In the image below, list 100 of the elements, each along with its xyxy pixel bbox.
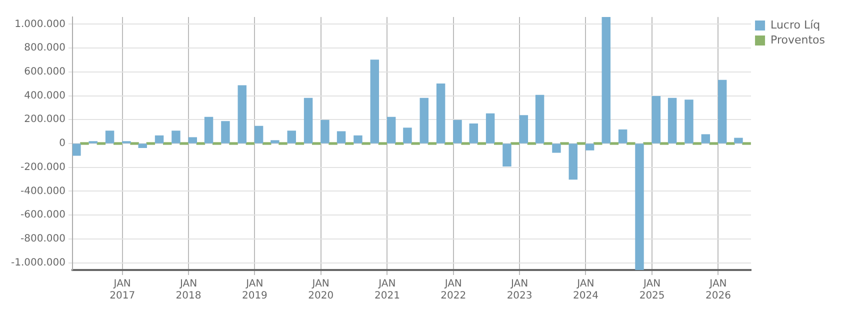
y-tick-label: -1.000.000 — [10, 257, 66, 268]
x-tick-label: JAN 2019 — [242, 278, 268, 302]
y-tick-label: 600.000 — [24, 66, 66, 78]
bar — [411, 142, 420, 145]
bar — [212, 142, 222, 145]
x-tick-label: JAN 2018 — [176, 278, 202, 302]
bar — [428, 142, 437, 145]
bar — [138, 144, 147, 148]
y-tick-label: 1.000.000 — [14, 18, 66, 30]
bar — [246, 142, 255, 145]
bar — [229, 142, 238, 145]
bar — [543, 142, 552, 145]
bar — [403, 128, 412, 144]
bar — [328, 142, 338, 145]
bar — [188, 137, 198, 144]
bar — [370, 60, 380, 144]
bar — [635, 144, 644, 270]
bar — [378, 142, 388, 145]
bar — [96, 142, 106, 145]
bar — [72, 144, 81, 156]
bar — [336, 131, 346, 144]
bar — [270, 140, 280, 144]
bar — [238, 85, 246, 144]
bar — [594, 142, 602, 145]
x-tick-label: JAN 2020 — [308, 278, 334, 302]
bar — [386, 116, 396, 144]
bar — [626, 142, 636, 145]
bar — [502, 144, 512, 167]
legend-label: Proventos — [770, 33, 826, 46]
bar — [436, 84, 446, 144]
bar — [701, 134, 710, 144]
bar — [486, 113, 495, 144]
bar — [172, 130, 180, 144]
bar — [535, 94, 544, 144]
bar — [652, 96, 661, 144]
y-tick-label: 800.000 — [24, 42, 66, 54]
bar — [114, 142, 122, 145]
bar — [287, 130, 296, 144]
bar — [494, 142, 503, 145]
bar — [444, 142, 454, 145]
bar — [568, 144, 578, 180]
bar — [204, 116, 214, 144]
bar — [585, 144, 594, 150]
bar — [734, 138, 743, 144]
bar — [684, 100, 694, 144]
bar — [295, 142, 304, 145]
bar — [726, 142, 735, 145]
bar — [304, 98, 313, 144]
bar — [469, 123, 478, 144]
bar — [676, 142, 685, 145]
bar — [254, 126, 264, 144]
bar — [221, 121, 230, 144]
x-tick-label: JAN 2026 — [705, 278, 731, 302]
bar — [162, 142, 172, 145]
bar — [420, 98, 428, 144]
bar — [660, 142, 669, 145]
bar — [312, 142, 321, 145]
bar — [576, 142, 586, 145]
bar — [718, 80, 727, 144]
bar — [262, 142, 272, 145]
bar — [552, 144, 561, 153]
bar — [80, 142, 89, 145]
x-tick-label: JAN 2021 — [374, 278, 400, 302]
bar — [354, 135, 362, 144]
bar — [344, 142, 354, 145]
bar — [477, 142, 486, 145]
x-tick-label: JAN 2025 — [639, 278, 665, 302]
bar — [519, 115, 528, 144]
x-tick-label: JAN 2024 — [572, 278, 598, 302]
y-tick-label: -600.000 — [20, 210, 66, 221]
y-tick-label: 200.000 — [24, 114, 66, 126]
bar — [618, 129, 628, 144]
y-tick-label: 400.000 — [24, 90, 66, 102]
bar — [709, 142, 718, 145]
bar — [742, 142, 751, 145]
bar — [362, 142, 370, 145]
y-tick-label: 0 — [59, 138, 66, 150]
bar — [527, 142, 536, 145]
y-tick-label: -800.000 — [20, 234, 66, 245]
legend-label: Lucro Líq — [770, 18, 820, 32]
bar — [560, 142, 569, 145]
bar — [395, 142, 404, 145]
bar — [196, 142, 206, 145]
bar — [692, 142, 702, 145]
bar — [320, 120, 330, 144]
y-tick-label: -400.000 — [20, 186, 66, 197]
bar — [643, 142, 652, 145]
y-tick-label: -200.000 — [20, 162, 66, 173]
bar — [510, 142, 520, 145]
bar — [461, 142, 470, 145]
x-tick-label: JAN 2017 — [110, 278, 136, 302]
x-tick-label: JAN 2023 — [506, 278, 532, 302]
bar — [610, 142, 619, 145]
bar — [602, 17, 611, 144]
bar — [453, 120, 462, 144]
bar — [278, 142, 288, 145]
bar — [180, 142, 188, 145]
bar — [668, 98, 677, 144]
bar — [154, 135, 164, 144]
bar — [130, 142, 139, 145]
